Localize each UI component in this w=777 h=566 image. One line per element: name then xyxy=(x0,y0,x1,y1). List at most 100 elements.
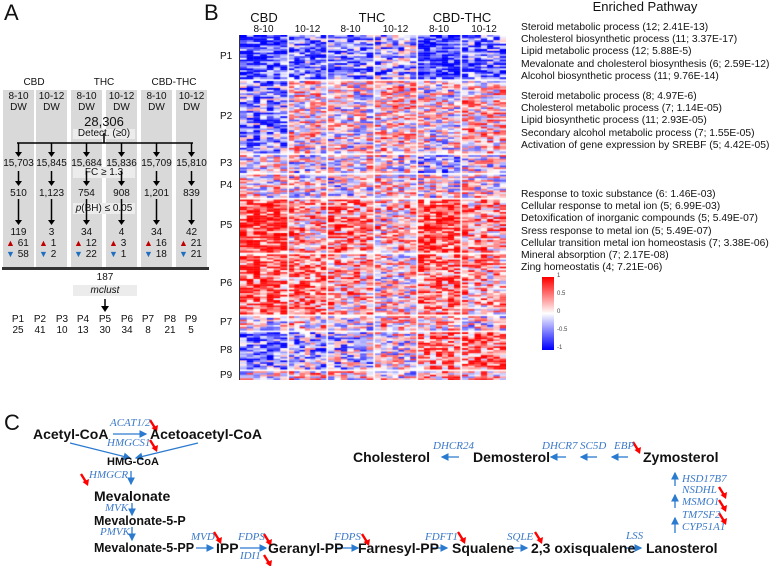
heatmap-subcolumn-label: 8-10 xyxy=(253,24,274,35)
column-time: 10-12 xyxy=(108,91,135,102)
column-unit: DW xyxy=(10,102,27,113)
arrow-acetyl-to-hmg xyxy=(69,442,132,461)
downregulated-arrow-icon xyxy=(717,499,727,512)
enzyme-fdps1: FDPS xyxy=(238,531,265,543)
heatmap-row-label-p7: P7 xyxy=(220,317,233,329)
enzyme-acat: ACAT1/2 xyxy=(110,417,151,429)
significant-count: 119 xyxy=(10,227,27,238)
enzyme-dhcr7: DHCR7 xyxy=(542,440,578,452)
pathway-item: Mevalonate and cholesterol biosynthesis … xyxy=(521,58,770,70)
node-mevalonate-5pp: Mevalonate-5-PP xyxy=(94,540,195,555)
pathway-item: Steroid metabolic process (12; 2.41E-13) xyxy=(521,22,709,33)
enzyme-sqle: SQLE xyxy=(507,531,534,543)
enzyme-fdps2: FDPS xyxy=(334,531,361,543)
downregulated-count: ▼ 1 xyxy=(109,249,126,260)
heatmap-row-label-p6: P6 xyxy=(220,278,233,290)
significant-count: 42 xyxy=(185,227,198,238)
up-triangle-icon: ▲ xyxy=(74,238,83,248)
flow-arrowhead xyxy=(153,220,160,225)
column-time: 10-12 xyxy=(38,91,65,102)
group-label-cbd: CBD xyxy=(23,77,45,88)
enzyme-hmgcs1: HMGCS1 xyxy=(107,437,151,449)
up-triangle-icon: ▲ xyxy=(109,238,118,248)
flow-arrowhead xyxy=(153,181,160,186)
heatmap-subcolumn-label: 10-12 xyxy=(382,24,409,35)
up-value: 12 xyxy=(85,238,97,249)
p-rest: (BH) ≤ 0.05 xyxy=(81,203,133,214)
down-triangle-icon: ▼ xyxy=(179,249,188,259)
node-farnesyl-pp: Farnesyl-PP xyxy=(358,539,439,556)
pbh-filter-box: p(BH) ≤ 0.05 xyxy=(73,203,135,214)
node-oxisqualene: 2,3 oxisqualene xyxy=(531,539,636,556)
pathway-item: Lipid metabolic process (12; 5.88E-5) xyxy=(521,46,692,58)
node-mevalonate-5p: Mevalonate-5-P xyxy=(94,513,186,528)
flow-arrowhead xyxy=(118,152,125,157)
up-value: 3 xyxy=(120,238,127,249)
enzyme-sc5d: SC5D xyxy=(580,440,607,452)
heatmap-group-thc: THC xyxy=(358,10,386,25)
group-label-thc: THC xyxy=(93,77,115,88)
significant-count: 34 xyxy=(80,227,93,238)
column-unit: DW xyxy=(43,102,60,113)
cluster-count: 21 xyxy=(164,325,176,336)
down-value: 1 xyxy=(120,249,127,260)
mclust-box: mclust xyxy=(73,285,137,296)
enzyme-fdft1: FDFT1 xyxy=(425,531,458,543)
downregulated-count: ▼ 21 xyxy=(179,249,202,260)
node-ipp: IPP xyxy=(216,539,239,556)
up-triangle-icon: ▲ xyxy=(39,238,48,248)
heatmap-row-label-p8: P8 xyxy=(220,344,233,356)
flow-arrowhead xyxy=(118,181,125,186)
column-unit: DW xyxy=(78,102,95,113)
heatmap-row-label-p4: P4 xyxy=(220,180,233,192)
enzyme-idi1: IDI1 xyxy=(240,550,261,562)
downregulated-arrow-icon xyxy=(148,419,158,432)
heatmap-row-label-p9: P9 xyxy=(220,369,233,381)
up-triangle-icon: ▲ xyxy=(179,238,188,248)
arrow-acetoacetyl-to-hmg xyxy=(134,442,199,461)
pathway-item: Response to toxic substance (6: 1.46E-03… xyxy=(521,189,716,200)
heatmap-subcolumn-label: 10-12 xyxy=(471,24,497,35)
up-value: 61 xyxy=(17,238,29,249)
heatmap-row-label-p3: P3 xyxy=(220,157,233,169)
down-triangle-icon: ▼ xyxy=(39,249,48,259)
flow-arrowhead xyxy=(153,152,160,157)
column-unit: DW xyxy=(113,102,130,113)
pathway-item: Detoxification of inorganic compounds (5… xyxy=(521,213,758,225)
up-value: 21 xyxy=(190,238,202,249)
fc-count: 754 xyxy=(78,188,95,199)
cluster-name: P4 xyxy=(76,314,90,325)
enzyme-mvk: MVK xyxy=(105,502,129,514)
node-mevalonate: Mevalonate xyxy=(94,487,171,504)
upregulated-count: ▲ 3 xyxy=(109,238,126,249)
downregulated-arrow-icon xyxy=(212,531,222,544)
flow-arrowhead xyxy=(83,181,90,186)
column-time: 10-12 xyxy=(178,91,205,102)
colorbar-tick: 0.5 xyxy=(557,291,566,297)
colorbar-tick: -0.5 xyxy=(557,327,568,333)
enzyme-lss: LSS xyxy=(626,530,644,542)
enzyme-mvd: MVD xyxy=(191,531,215,543)
cluster-name: P5 xyxy=(98,314,112,325)
heatmap-subcolumn-label: 8-10 xyxy=(428,24,450,35)
fc-count: 908 xyxy=(113,188,130,199)
flow-arrowhead xyxy=(15,152,22,157)
flow-arrowhead xyxy=(83,152,90,157)
cluster-name: P8 xyxy=(163,314,177,325)
upregulated-count: ▲ 16 xyxy=(144,238,167,249)
union-count: 187 xyxy=(96,272,114,283)
column-time: 8-10 xyxy=(76,91,97,102)
node-squalene: Squalene xyxy=(452,539,515,556)
heatmap xyxy=(240,35,506,380)
cluster-count: 13 xyxy=(77,325,89,336)
heatmap-subcolumn-label: 10-12 xyxy=(294,24,321,35)
colorbar-tick: -1 xyxy=(557,345,563,351)
column-unit: DW xyxy=(183,102,200,113)
pathway-item: Activation of gene expression by SREBF (… xyxy=(521,139,770,151)
down-value: 2 xyxy=(50,249,57,260)
significant-count: 3 xyxy=(48,227,55,238)
flow-arrowhead xyxy=(83,220,90,225)
down-triangle-icon: ▼ xyxy=(74,249,83,259)
flow-arrowhead xyxy=(118,220,125,225)
cluster-count: 30 xyxy=(99,325,111,336)
